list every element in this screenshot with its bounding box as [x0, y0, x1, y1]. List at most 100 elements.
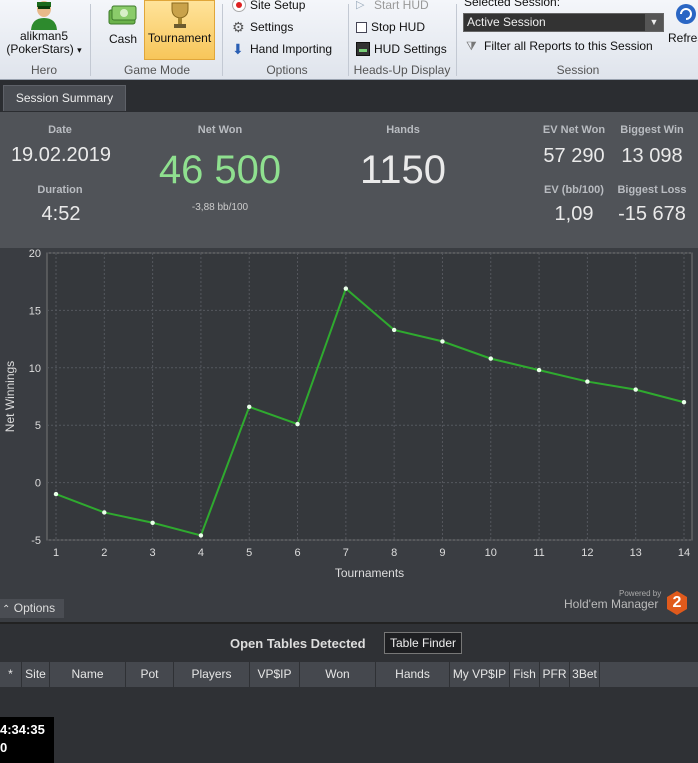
data-point — [633, 387, 638, 392]
x-tick-label: 10 — [485, 547, 497, 559]
x-tick-label: 11 — [533, 547, 544, 559]
column-header-fish[interactable]: Fish — [510, 662, 540, 687]
hero-name[interactable]: alikman5 (PokerStars) ▾ — [0, 30, 88, 57]
chevron-up-icon: ⌃ — [2, 604, 11, 615]
x-tick-label: 1 — [53, 547, 59, 559]
column-header-pfr[interactable]: PFR — [540, 662, 570, 687]
column-header-pot[interactable]: Pot — [126, 662, 174, 687]
hud-group: ▷ Start HUD Stop HUD HUD Settings Heads-… — [352, 0, 452, 80]
x-tick-label: 14 — [678, 547, 690, 559]
hero-avatar-icon[interactable] — [28, 0, 60, 30]
x-tick-label: 5 — [246, 547, 252, 559]
site-setup-icon — [232, 0, 246, 12]
column-header-name[interactable]: Name — [50, 662, 126, 687]
brand-logo-text: Hold'em Manager — [564, 597, 659, 611]
tournament-button[interactable]: Tournament — [144, 0, 215, 60]
y-tick-label: -5 — [31, 535, 41, 547]
filter-reports-button[interactable]: ⧩ Filter all Reports to this Session — [466, 36, 653, 56]
data-point — [681, 400, 687, 405]
biggest-win-label: Biggest Win — [620, 124, 684, 136]
settings-label: Settings — [250, 20, 294, 34]
gear-icon: ⚙ — [232, 19, 245, 35]
ev-bb100-value: 1,09 — [554, 203, 594, 225]
hero-name-line1: alikman5 — [19, 29, 69, 43]
selected-session-label: Selected Session: — [464, 0, 561, 9]
column-header-3bet[interactable]: 3Bet — [570, 662, 600, 687]
refresh-label: Refres — [668, 31, 698, 45]
import-arrow-icon: ⬇ — [232, 41, 244, 57]
stop-hud-button[interactable]: Stop HUD — [356, 17, 425, 37]
net-winnings-chart: -5 0 5 10 15 20 1 2 3 4 5 6 7 8 9 10 11 12 13 14 Tournaments… — [0, 248, 698, 620]
session-summary-panel: Date 19.02.2019 Duration 4:52 Net Won 46… — [0, 112, 698, 248]
data-point — [295, 421, 300, 427]
x-tick-label: 8 — [391, 547, 397, 559]
data-point — [247, 404, 252, 410]
clock-sub: 0 — [0, 740, 8, 755]
hands-value: 1150 — [359, 148, 446, 192]
duration-label: Duration — [37, 184, 83, 196]
site-setup-label: Site Setup — [250, 0, 306, 12]
biggest-loss-value: -15 678 — [618, 203, 686, 225]
column-header-hands[interactable]: Hands — [376, 662, 450, 687]
series-line — [55, 286, 685, 537]
chevron-down-icon[interactable]: ▼ — [645, 14, 663, 31]
hero-group: alikman5 (PokerStars) ▾ Hero — [0, 0, 88, 80]
column-header-star[interactable]: * — [0, 662, 22, 687]
powered-by-label: Powered by — [619, 589, 662, 598]
settings-button[interactable]: ⚙ Settings — [232, 17, 293, 37]
y-axis-label: Net Winnings — [3, 361, 17, 432]
game-mode-group: Cash Tournament Game Mode — [92, 0, 222, 80]
ribbon-separator — [90, 4, 91, 76]
tournament-label: Tournament — [147, 31, 212, 45]
y-tick-label: 5 — [35, 420, 41, 432]
data-point — [391, 327, 397, 333]
game-mode-group-label: Game Mode — [123, 63, 191, 77]
start-hud-label: Start HUD — [374, 0, 429, 12]
x-tick-label: 9 — [439, 547, 445, 559]
ribbon-separator — [222, 4, 223, 76]
x-tick-label: 3 — [150, 547, 156, 559]
x-tick-label: 4 — [198, 547, 204, 559]
data-point — [585, 379, 590, 384]
refresh-button[interactable]: Refres — [666, 0, 698, 60]
column-header-my-vpip[interactable]: My VP$IP — [450, 662, 510, 687]
hand-importing-button[interactable]: ⬇ Hand Importing — [232, 39, 332, 59]
trophy-icon — [171, 2, 189, 28]
open-tables-title: Open Tables Detected — [230, 636, 366, 651]
play-icon: ▷ — [356, 0, 365, 11]
session-select[interactable]: Active Session ▼ — [463, 13, 664, 32]
stop-icon — [356, 21, 367, 33]
y-tick-label: 10 — [29, 363, 41, 375]
tab-session-summary[interactable]: Session Summary — [3, 85, 126, 111]
column-header-won[interactable]: Won — [300, 662, 376, 687]
column-header-vpip[interactable]: VP$IP — [250, 662, 300, 687]
cash-label: Cash — [108, 32, 137, 46]
table-finder-button[interactable]: Table Finder — [384, 632, 462, 654]
hand-importing-label: Hand Importing — [250, 42, 333, 56]
cash-icon — [108, 5, 137, 25]
column-header-players[interactable]: Players — [174, 662, 250, 687]
hud-settings-label: HUD Settings — [374, 42, 447, 56]
ev-bb100-label: EV (bb/100) — [544, 184, 604, 196]
data-point — [102, 510, 107, 515]
x-axis-label: Tournaments — [335, 566, 404, 580]
net-won-label: Net Won — [197, 124, 243, 136]
open-tables-panel: Open Tables Detected Table Finder * Site… — [0, 622, 698, 763]
hud-settings-icon — [356, 42, 370, 56]
hud-group-label: Heads-Up Display — [353, 63, 451, 77]
options-group: Site Setup ⚙ Settings ⬇ Hand Importing O… — [228, 0, 346, 80]
x-tick-label: 2 — [101, 547, 107, 559]
options-button[interactable]: ⌃ Options — [0, 599, 64, 618]
column-header-site[interactable]: Site — [22, 662, 50, 687]
refresh-icon — [676, 4, 696, 24]
hud-settings-button[interactable]: HUD Settings — [356, 39, 447, 59]
data-point — [198, 533, 204, 538]
ribbon-separator — [456, 4, 457, 76]
date-label: Date — [48, 124, 72, 136]
site-setup-button[interactable]: Site Setup — [232, 0, 305, 15]
start-hud-button[interactable]: ▷ Start HUD — [356, 0, 429, 15]
ev-net-won-label: EV Net Won — [542, 124, 606, 136]
cash-button[interactable]: Cash — [100, 0, 146, 60]
data-point — [53, 491, 59, 497]
hero-name-line2: (PokerStars) — [6, 42, 74, 56]
